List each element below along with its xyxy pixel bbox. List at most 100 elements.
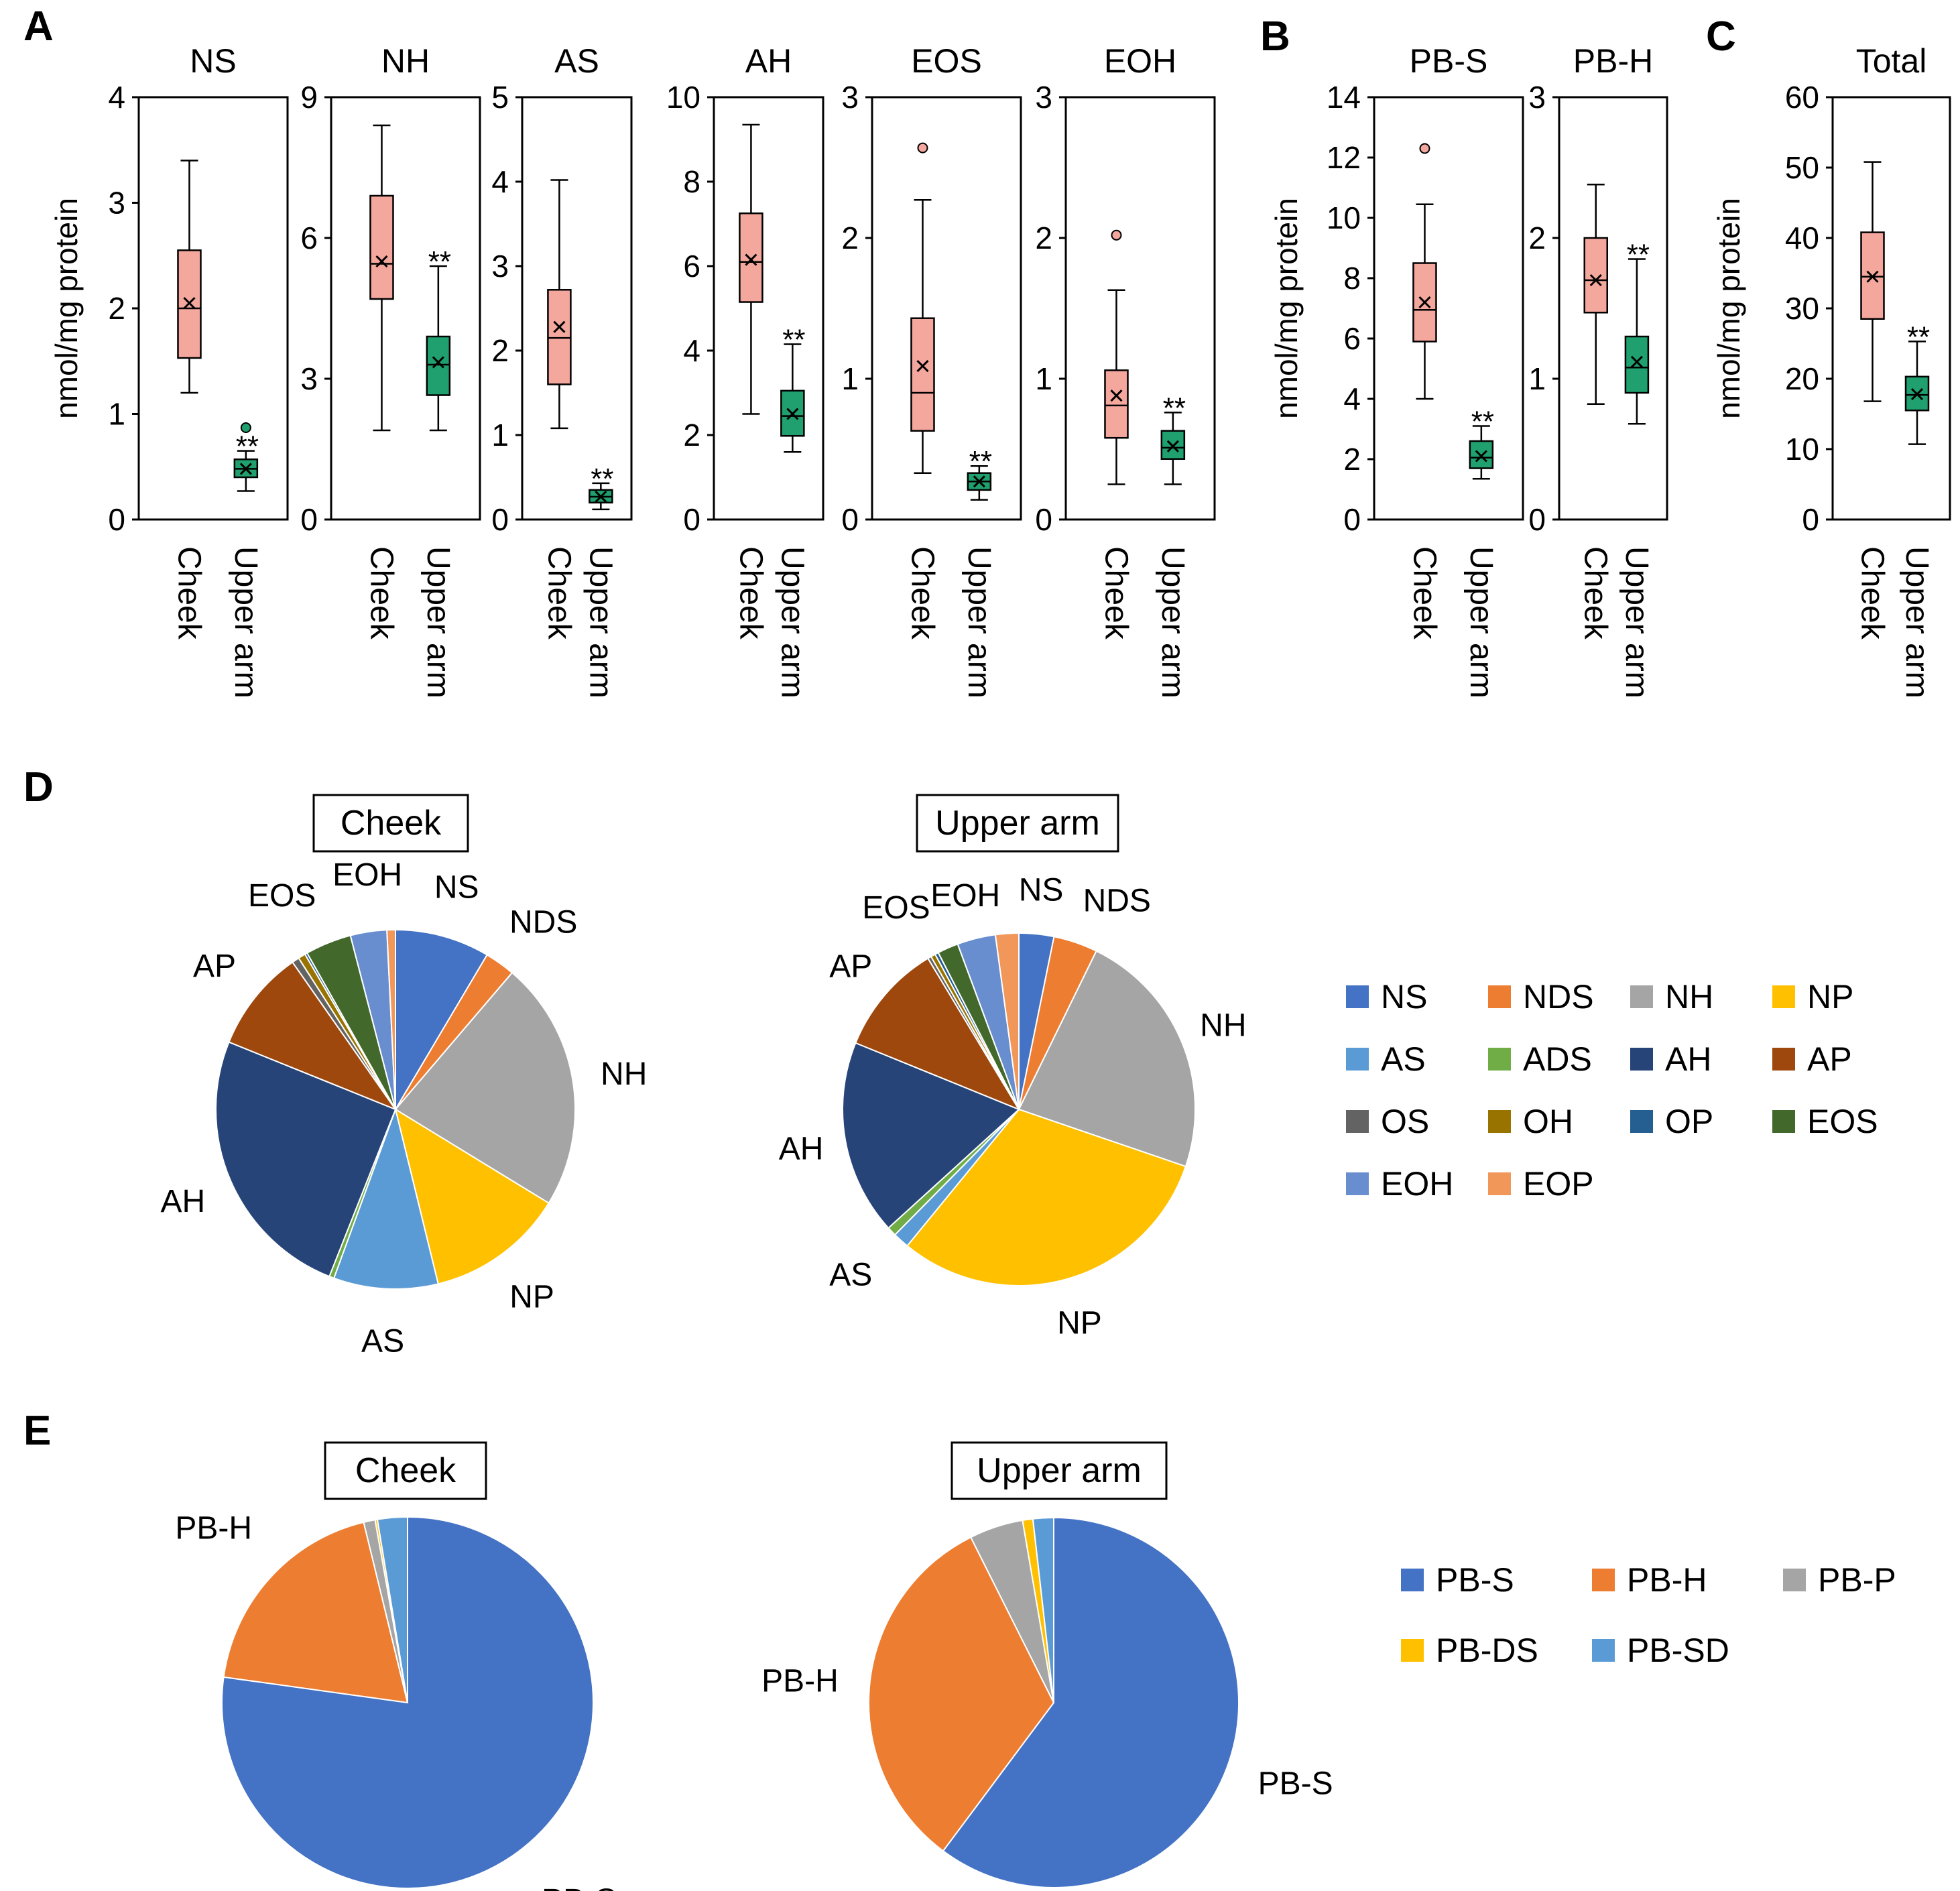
legend-label: ADS [1523,1040,1592,1078]
mean-marker [595,490,607,503]
legend-label: OH [1523,1103,1573,1140]
plot-frame [1558,96,1668,521]
y-tick-label: 3 [1035,80,1052,115]
plot-frame [137,96,289,521]
box-iqr [177,249,202,359]
boxplot-title: PB-S [1410,42,1488,80]
boxplot-title: NS [190,42,236,80]
mean-marker [1910,388,1924,401]
legend-label: OP [1665,1103,1713,1140]
y-tick-label: 4 [108,80,125,115]
legend-label: PB-SD [1627,1632,1729,1669]
pie-label-nds: NDS [1083,883,1151,919]
pie-e-upper-arm: PB-S PB-H Upper arm [761,1441,1333,1888]
boxplot-ns: NS 0 1 2 3 4 nmol/mg protein ** Cheek Upper arm [49,42,289,698]
y-tick-label: 0 [491,502,509,537]
boxplot-title: EOH [1104,42,1176,80]
pie-label-ap: AP [193,949,236,984]
legend-swatch [1488,985,1511,1008]
significance-marker: ** [236,430,259,463]
outlier-point [1111,229,1122,241]
category-label-upper-arm: Upper arm [1899,546,1935,698]
legend-swatch [1630,1110,1653,1133]
legend-item-op: OP [1630,1103,1713,1140]
boxplot-title: AS [554,42,599,80]
pie-slice-ah [215,1041,397,1278]
y-tick-label: 6 [1343,321,1361,356]
legend-swatch [1592,1569,1615,1591]
legend-label: PB-S [1436,1561,1514,1599]
legend-swatch [1346,985,1369,1008]
pie-label-eos: EOS [248,878,316,914]
boxplot-title: NH [381,42,430,80]
box-upper-arm [589,482,613,511]
y-tick-label: 0 [1528,502,1546,537]
pie-e-cheek: PB-S PB-H Cheek [175,1441,617,1891]
legend-swatch [1488,1048,1511,1071]
legend-item-ah: AH [1630,1040,1711,1078]
y-axis-label: nmol/mg protein [1269,198,1304,419]
y-tick-label: 0 [683,502,700,537]
legend-item-pb-ds: PB-DS [1401,1632,1538,1669]
box-cheek [739,123,763,415]
pie-title-frame [312,794,469,853]
pie-slice-np [394,1107,550,1285]
pie-label-pb-s: PB-S [542,1883,617,1891]
pie-label-eoh: EOH [930,878,1000,914]
legend-label: EOP [1523,1165,1594,1203]
y-tick-label: 6 [683,249,700,284]
pie-d-cheek: NS NDS NH NP AS AH AP EOS EOH Cheek [161,794,647,1359]
pie-label-pb-s: PB-S [1258,1766,1333,1802]
legend-swatch [1488,1110,1511,1133]
y-tick-label: 14 [1327,80,1361,115]
pie-slice-pb-h [868,1536,1055,1852]
y-tick-label: 5 [491,80,509,115]
legend-label: AP [1807,1040,1852,1078]
box-cheek [547,179,572,430]
y-tick-label: 3 [108,186,125,221]
legend-item-pb-sd: PB-SD [1592,1632,1729,1669]
pie-label-nh: NH [1200,1008,1246,1044]
significance-marker: ** [1471,406,1494,438]
mean-marker [1475,450,1487,463]
category-label-cheek: Cheek [1578,546,1613,640]
pie-title-box: Upper arm [951,1441,1168,1500]
pie-slice-pb-h [223,1521,409,1704]
boxplot-title: AH [745,42,792,80]
pie-title: Upper arm [977,1451,1142,1490]
y-tick-label: 2 [1343,442,1361,477]
category-label-upper-arm: Upper arm [961,546,997,698]
plot-frame [330,96,481,521]
significance-marker: ** [1907,320,1930,353]
legend-item-oh: OH [1488,1103,1573,1140]
legend-label: NP [1807,978,1853,1016]
pie-slice-ap [855,957,1021,1111]
y-tick-label: 0 [300,502,318,537]
pie-title-box: Upper arm [916,794,1119,853]
panel-label-b: B [1260,13,1290,60]
pie-slice-pb-sd [376,1516,408,1703]
legend-label: AH [1665,1040,1711,1078]
pie-title: Cheek [355,1451,456,1490]
legend-swatch [1488,1172,1511,1195]
significance-marker: ** [1627,239,1650,271]
pie-title-frame [951,1441,1168,1500]
mean-marker [1166,440,1179,452]
mean-marker [916,360,929,373]
legend-item-os: OS [1346,1103,1429,1140]
box-cheek [369,124,394,432]
category-label-cheek: Cheek [171,546,206,640]
significance-marker: ** [969,445,992,478]
pie-slice-eop [386,928,396,1110]
pie-label-ns: NS [1019,873,1064,908]
y-tick-label: 0 [108,502,125,537]
legend-label: PB-P [1818,1561,1896,1599]
box-upper-arm [426,265,451,432]
outlier-point [240,422,251,433]
box-upper-arm [780,343,805,453]
pie-slice-np [906,1108,1187,1286]
legend-item-ads: ADS [1488,1040,1592,1078]
y-tick-label: 8 [683,164,700,199]
mean-marker [1418,296,1431,309]
plot-frame [1064,96,1216,521]
